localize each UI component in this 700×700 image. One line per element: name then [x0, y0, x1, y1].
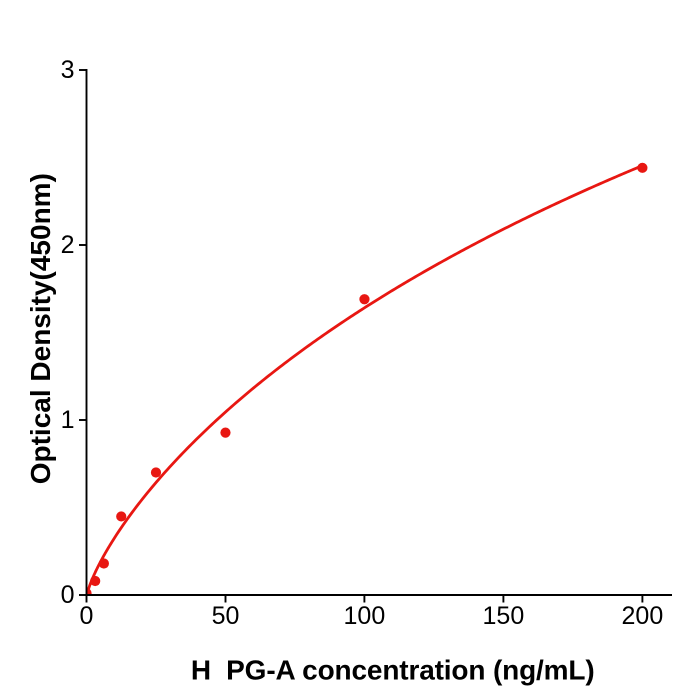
svg-text:2: 2: [61, 231, 75, 259]
svg-text:Optical Density(450nm): Optical Density(450nm): [25, 173, 56, 484]
svg-text:H PG-A concentration (ng/mL): H PG-A concentration (ng/mL): [191, 654, 595, 685]
svg-text:50: 50: [212, 602, 240, 630]
svg-text:100: 100: [344, 602, 386, 630]
svg-text:200: 200: [622, 602, 664, 630]
svg-text:0: 0: [80, 602, 94, 630]
svg-text:3: 3: [61, 56, 75, 84]
svg-text:0: 0: [61, 581, 75, 609]
svg-text:1: 1: [61, 406, 75, 434]
svg-text:150: 150: [483, 602, 525, 630]
